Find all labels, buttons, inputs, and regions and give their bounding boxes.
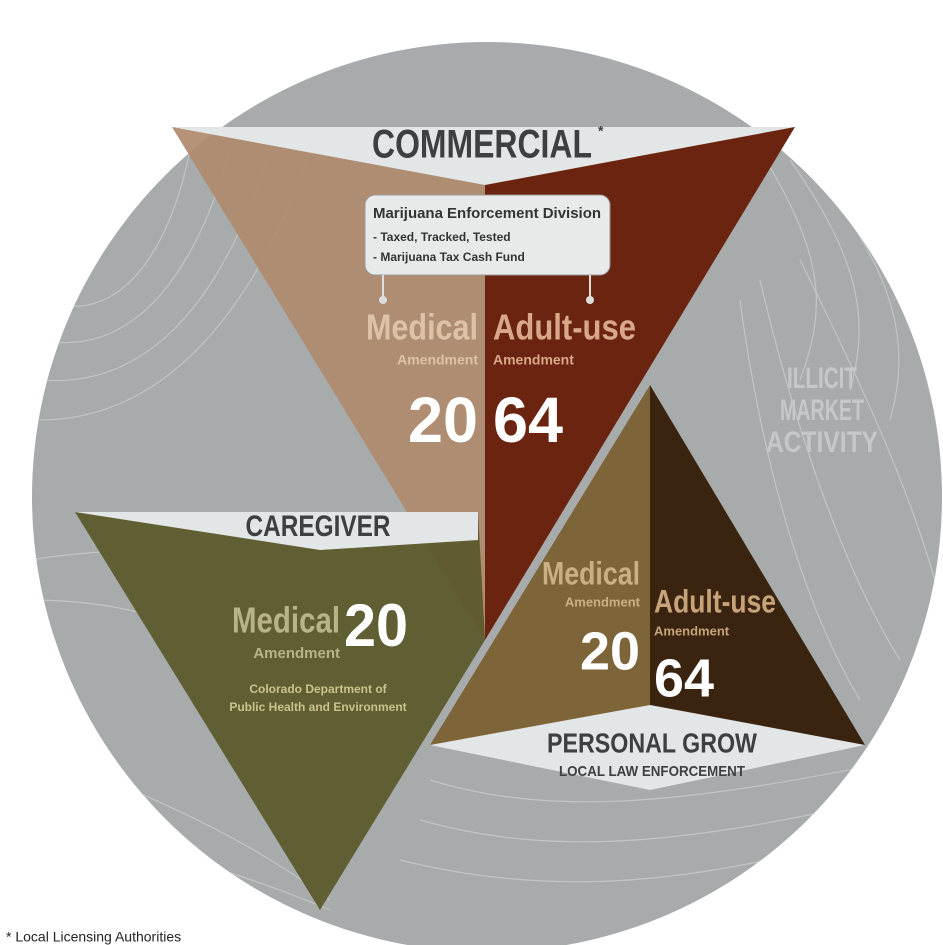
number: 20 [580, 621, 640, 681]
commercial-title: COMMERCIAL [372, 123, 592, 167]
number: 64 [493, 384, 563, 456]
sub-label: Amendment [493, 352, 574, 368]
sub-label: Amendment [565, 594, 641, 609]
grow-subtitle: LOCAL LAW ENFORCEMENT [559, 763, 745, 780]
caregiver-title: CAREGIVER [246, 510, 391, 543]
commercial-marker: * [598, 123, 604, 139]
grow-adult-area [650, 385, 865, 745]
caregiver-band [75, 512, 478, 550]
agency: Public Health and Environment [229, 700, 406, 714]
label: Medical [542, 555, 640, 591]
pin [586, 296, 594, 304]
number: 20 [344, 592, 408, 659]
number: 64 [654, 648, 714, 708]
illicit-text: ILLICIT [787, 362, 857, 395]
caregiver-area [75, 512, 485, 910]
box-item: - Taxed, Tracked, Tested [373, 230, 511, 244]
footnote: * Local Licensing Authorities [6, 929, 181, 945]
box-item: - Marijuana Tax Cash Fund [373, 250, 525, 264]
label: Medical [366, 307, 478, 348]
grow-title: PERSONAL GROW [547, 727, 757, 758]
number: 20 [408, 384, 478, 456]
grow-medical-area [430, 385, 650, 745]
sub-label: Amendment [654, 623, 730, 638]
label: Medical [232, 600, 340, 641]
sub-label: Amendment [397, 352, 478, 368]
label: Adult-use [493, 307, 636, 348]
illicit-text: ACTIVITY [766, 426, 878, 459]
agency: Colorado Department of [249, 682, 387, 696]
box-title: Marijuana Enforcement Division [373, 205, 601, 222]
label: Adult-use [654, 583, 776, 619]
grow-band [430, 705, 865, 790]
illicit-text: MARKET [780, 394, 864, 427]
sub-label: Amendment [253, 645, 340, 662]
commercial-band [172, 127, 795, 185]
enforcement-box [364, 194, 611, 276]
pin [379, 296, 387, 304]
